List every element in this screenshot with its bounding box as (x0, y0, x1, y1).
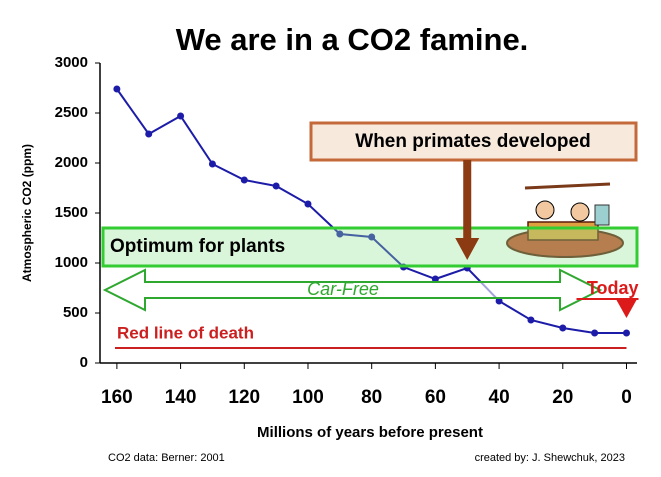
x-tick-label: 120 (228, 387, 260, 408)
death-label: Red line of death (117, 323, 254, 342)
today-label: Today (587, 278, 639, 298)
y-tick-label: 3000 (55, 54, 88, 71)
x-axis-label: Millions of years before present (257, 424, 483, 441)
chart-title: We are in a CO2 famine. (176, 22, 529, 57)
data-point (591, 329, 599, 337)
data-point (145, 130, 153, 138)
y-tick-label: 2500 (55, 104, 88, 121)
y-tick-label: 2000 (55, 154, 88, 171)
optimum-label: Optimum for plants (110, 236, 285, 257)
data-point (527, 316, 535, 324)
footer-right: created by: J. Shewchuk, 2023 (475, 452, 625, 464)
data-point (240, 176, 248, 184)
data-point (272, 182, 280, 190)
car-free-label: Car-Free (307, 279, 379, 299)
data-point (304, 200, 312, 208)
x-tick-label: 40 (489, 387, 510, 408)
data-point (208, 160, 216, 168)
primates-arrow (455, 160, 480, 260)
optimum-band (101, 226, 639, 268)
y-tick-label: 1000 (55, 254, 88, 271)
x-tick-label: 100 (292, 387, 324, 408)
data-point (177, 112, 185, 120)
car-free-arrow (102, 268, 603, 312)
x-tick-label: 60 (425, 387, 446, 408)
x-tick-label: 80 (361, 387, 382, 408)
footer-left: CO2 data: Berner: 2001 (108, 452, 225, 464)
y-tick-label: 1500 (55, 204, 88, 221)
primates-label: When primates developed (355, 131, 590, 152)
data-point (495, 297, 503, 305)
data-point (113, 85, 121, 93)
data-point (559, 324, 567, 332)
today-arrow (616, 300, 637, 318)
y-tick-label: 0 (80, 354, 88, 371)
x-tick-label: 0 (621, 387, 632, 408)
x-tick-label: 160 (101, 387, 133, 408)
y-axis-label: Atmospheric CO2 (ppm) (20, 144, 34, 282)
primates-box (309, 121, 638, 162)
data-point (336, 230, 344, 238)
x-tick-label: 20 (552, 387, 573, 408)
data-point (431, 275, 439, 283)
y-tick-label: 500 (63, 304, 88, 321)
data-point (622, 329, 630, 337)
data-point (368, 233, 376, 241)
x-tick-label: 140 (165, 387, 197, 408)
